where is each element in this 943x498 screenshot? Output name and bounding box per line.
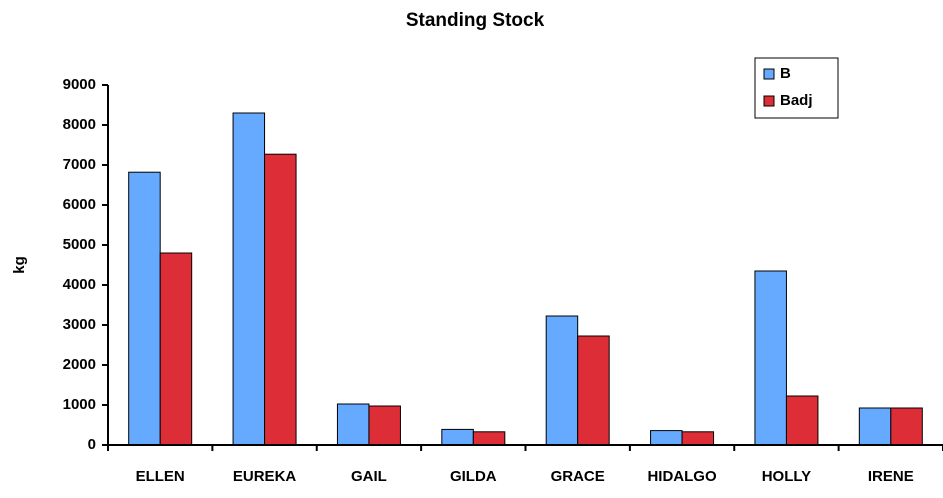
bar: [232, 112, 266, 446]
bar: [858, 407, 892, 446]
legend-swatch: [763, 95, 775, 107]
y-tick-label: 8000: [63, 116, 96, 133]
bar: [785, 395, 819, 446]
bar: [128, 171, 161, 446]
y-tick-label: 1000: [63, 396, 96, 413]
bar: [159, 252, 193, 446]
legend-label: Badj: [780, 92, 813, 109]
bar: [681, 431, 715, 446]
bar: [754, 270, 787, 446]
x-tick-label: HIDALGO: [647, 468, 716, 485]
x-tick-label: GAIL: [351, 468, 387, 485]
bar: [336, 403, 370, 446]
y-axis-label: kg: [11, 256, 28, 274]
x-tick-label: IRENE: [868, 468, 914, 485]
bar: [264, 153, 297, 446]
chart-title: Standing Stock: [406, 10, 545, 31]
bar: [472, 431, 506, 446]
bar: [441, 428, 474, 446]
x-tick-label: ELLEN: [136, 468, 185, 485]
y-tick-label: 6000: [63, 196, 96, 213]
y-tick-label: 4000: [63, 276, 96, 293]
bar: [545, 315, 579, 446]
y-tick-label: 5000: [63, 236, 96, 253]
y-tick-label: 2000: [63, 356, 96, 373]
x-tick-label: GRACE: [551, 468, 605, 485]
bar: [368, 405, 401, 446]
y-tick-label: 9000: [63, 76, 96, 93]
x-tick-label: HOLLY: [762, 468, 811, 485]
bar: [650, 430, 683, 446]
legend-box: [754, 57, 839, 119]
x-tick-label: EUREKA: [233, 468, 297, 485]
legend-swatch: [763, 68, 775, 80]
bar: [577, 335, 610, 446]
x-tick-label: GILDA: [450, 468, 497, 485]
y-tick-label: 3000: [63, 316, 96, 333]
y-tick-label: 0: [88, 436, 96, 453]
legend-label: B: [780, 65, 791, 82]
y-tick-label: 7000: [63, 156, 96, 173]
bar: [890, 407, 923, 446]
